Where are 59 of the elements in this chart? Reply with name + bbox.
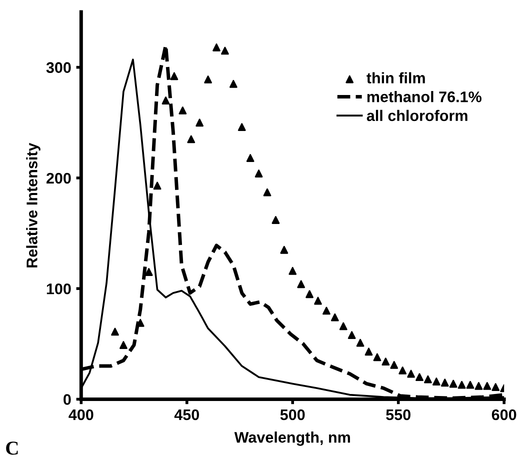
legend-label: methanol 76.1% — [367, 91, 482, 102]
text: C — [6, 442, 18, 455]
point — [432, 378, 440, 386]
x-tick-label: 500 — [280, 409, 305, 420]
point — [178, 106, 187, 114]
point — [229, 80, 238, 88]
point — [254, 170, 263, 178]
point — [356, 338, 364, 347]
x-tick-label: 450 — [174, 409, 200, 420]
point — [306, 290, 314, 298]
point — [288, 266, 297, 275]
point — [348, 331, 356, 340]
point — [144, 268, 153, 276]
point — [364, 348, 373, 356]
point — [272, 216, 280, 224]
x-axis-title: Wavelength, nm — [234, 432, 350, 446]
y-axis-title: Relative Intensity — [26, 142, 40, 268]
point — [330, 313, 339, 322]
y-tick-label: 100 — [46, 283, 71, 294]
legend-label: all chloroform — [366, 110, 468, 122]
point — [263, 188, 272, 196]
point — [153, 182, 162, 190]
point — [492, 383, 500, 392]
point — [187, 135, 196, 144]
point — [373, 353, 382, 362]
point — [424, 375, 432, 384]
point — [458, 380, 466, 389]
point — [297, 280, 306, 288]
legend-label: thin film — [366, 72, 425, 84]
point — [212, 43, 220, 52]
point — [449, 380, 458, 388]
point — [314, 296, 322, 305]
point — [162, 96, 170, 104]
point — [111, 328, 119, 336]
x-tick-label: 400 — [68, 409, 94, 420]
point — [339, 322, 348, 330]
point — [382, 358, 390, 366]
point — [204, 76, 212, 84]
point — [483, 382, 492, 390]
x-tick-label: 550 — [386, 409, 410, 420]
point — [238, 123, 246, 132]
point — [120, 341, 128, 349]
point — [407, 370, 415, 378]
y-tick-label: 200 — [46, 172, 71, 184]
point — [196, 118, 204, 127]
point — [280, 246, 288, 254]
point — [466, 380, 474, 389]
point — [440, 378, 449, 387]
point — [322, 306, 330, 315]
point — [221, 46, 229, 55]
point — [416, 373, 424, 382]
point — [474, 382, 483, 390]
y-tick-label: 300 — [46, 62, 71, 74]
point — [390, 360, 398, 369]
x-tick-label: 600 — [492, 409, 516, 420]
point — [170, 72, 178, 80]
point — [398, 366, 407, 374]
point — [246, 154, 254, 162]
y-tick-label: 0 — [64, 394, 71, 405]
